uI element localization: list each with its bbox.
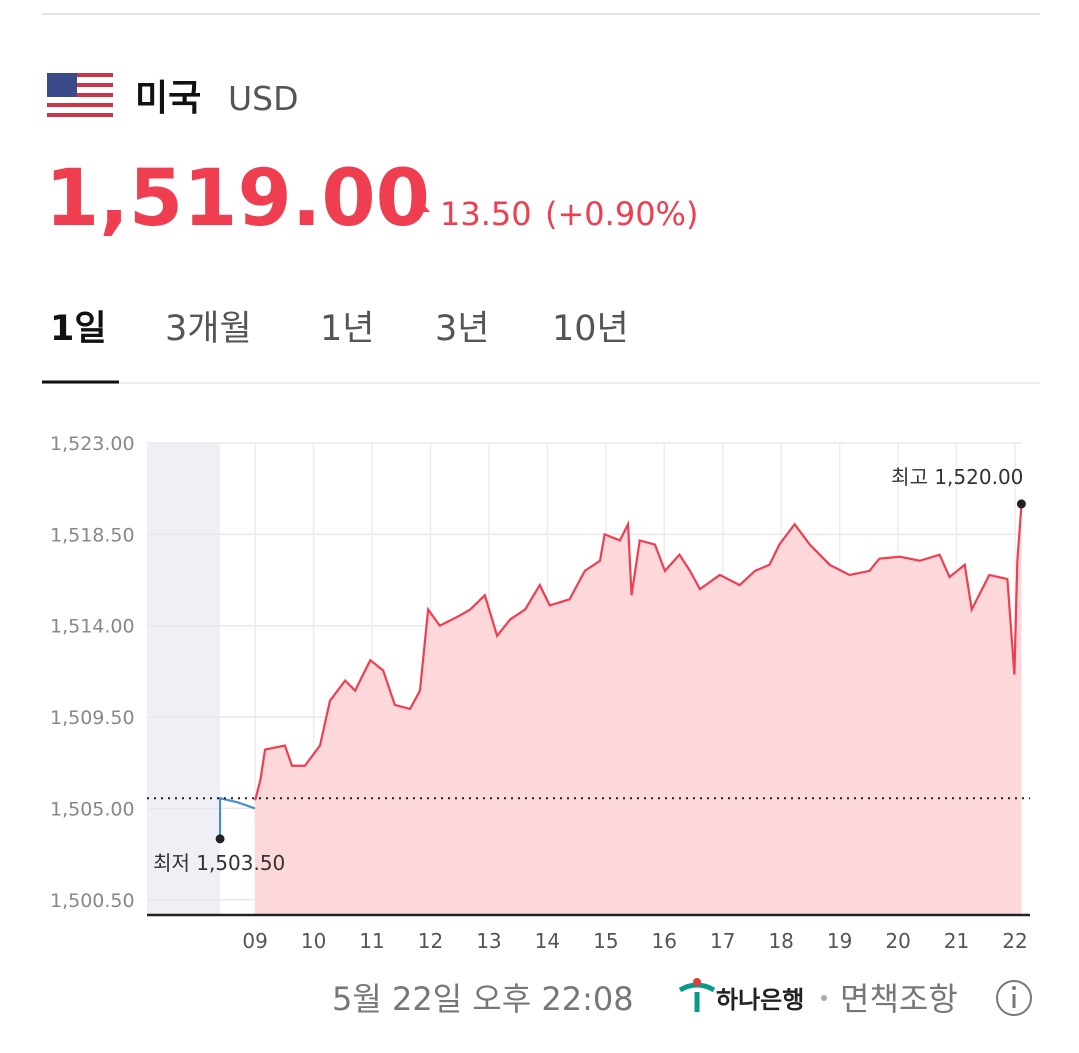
y-tick-label: 1,505.00 <box>50 798 135 820</box>
y-tick-label: 1,523.00 <box>50 433 135 455</box>
line <box>254 505 1023 801</box>
y-tick-label: 1,514.00 <box>50 616 135 638</box>
x-tick-label: 13 <box>476 929 501 953</box>
up-arrow <box>410 200 430 212</box>
change: 13.50 <box>440 195 532 233</box>
line <box>218 796 256 839</box>
x-tick-label: 14 <box>535 929 560 953</box>
info-icon[interactable] <box>996 980 1032 1016</box>
bank-name: 하나은행 <box>716 986 804 1014</box>
country: 미국 <box>135 78 201 119</box>
price: 1,519.00 <box>45 154 430 244</box>
x-tick-label: 12 <box>418 929 443 953</box>
currency: USD <box>228 79 299 118</box>
separator-dot <box>821 995 827 1001</box>
x-tick-label: 15 <box>593 929 618 953</box>
moon-icon <box>185 930 201 947</box>
tab[interactable]: 3년 <box>435 309 489 349</box>
chart: 1,500.50 1,505.00 1,509.50 1,514.00 1,518.50… <box>50 433 1030 953</box>
x-tick-label: 09 <box>242 929 267 953</box>
night-shade <box>147 443 221 915</box>
x-tick-label: 17 <box>710 929 735 953</box>
area <box>255 505 1022 915</box>
bank-logo <box>678 978 716 1012</box>
tab[interactable]: 10년 <box>552 309 629 349</box>
tab[interactable]: 1년 <box>320 309 374 349</box>
disclaimer[interactable]: 면책조항 <box>840 980 958 1018</box>
annotation: 최고 1,520.00 <box>891 465 1023 489</box>
tab[interactable]: 3개월 <box>165 309 252 349</box>
x-tick-label: 16 <box>652 929 677 953</box>
y-tick-label: 1,500.50 <box>50 890 135 912</box>
x-tick-label: 20 <box>885 929 910 953</box>
x-tick-label: 21 <box>944 929 969 953</box>
annotation-dot <box>215 834 225 844</box>
us-flag <box>47 73 113 117</box>
x-tick-label: 10 <box>301 929 326 953</box>
y-tick-label: 1,518.50 <box>50 524 135 546</box>
x-tick-label: 11 <box>359 929 384 953</box>
change-pct: (+0.90%) <box>545 195 698 233</box>
annotation: 최저 1,503.50 <box>153 851 285 875</box>
timestamp: 5월 22일 오후 22:08 <box>332 980 634 1018</box>
y-tick-label: 1,509.50 <box>50 707 135 729</box>
tabs: 1일 3개월 1년 3년 10년 <box>50 309 629 349</box>
tab[interactable]: 1일 <box>50 309 107 349</box>
x-tick-label: 18 <box>768 929 793 953</box>
x-tick-label: 19 <box>827 929 852 953</box>
annotation-dot <box>1016 499 1026 509</box>
x-tick-label: 22 <box>1002 929 1027 953</box>
